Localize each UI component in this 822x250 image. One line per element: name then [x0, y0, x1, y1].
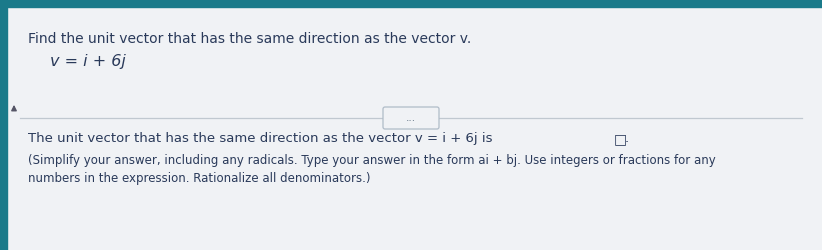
- Text: The unit vector that has the same direction as the vector v = i + 6j is: The unit vector that has the same direct…: [28, 132, 492, 145]
- Text: numbers in the expression. Rationalize all denominators.): numbers in the expression. Rationalize a…: [28, 172, 371, 185]
- Text: Find the unit vector that has the same direction as the vector v.: Find the unit vector that has the same d…: [28, 32, 471, 46]
- Text: .: .: [625, 132, 629, 145]
- Text: □: □: [614, 132, 627, 146]
- Bar: [0, 0, 822, 7]
- Bar: [0, 0, 7, 250]
- Text: ...: ...: [406, 113, 416, 123]
- Text: (Simplify your answer, including any radicals. Type your answer in the form ai +: (Simplify your answer, including any rad…: [28, 154, 716, 167]
- FancyBboxPatch shape: [383, 107, 439, 129]
- Text: v = i + 6j: v = i + 6j: [50, 54, 126, 69]
